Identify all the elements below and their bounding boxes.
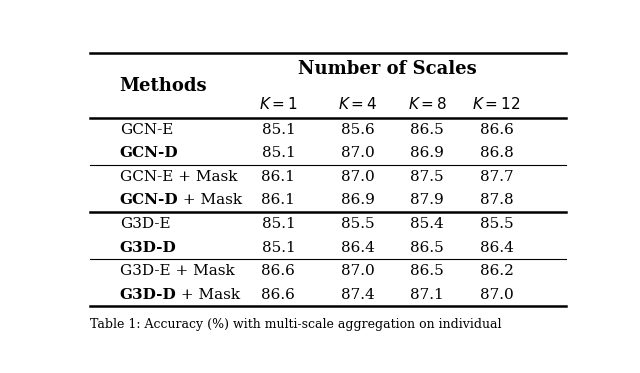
- Text: 86.5: 86.5: [410, 123, 444, 137]
- Text: 87.8: 87.8: [480, 194, 513, 207]
- Text: GCN-E: GCN-E: [120, 123, 173, 137]
- Text: 86.5: 86.5: [410, 241, 444, 254]
- Text: Methods: Methods: [120, 78, 207, 95]
- Text: $K = 4$: $K = 4$: [338, 95, 378, 112]
- Text: 87.1: 87.1: [410, 288, 444, 302]
- Text: Table 1: Accuracy (%) with multi-scale aggregation on individual: Table 1: Accuracy (%) with multi-scale a…: [90, 318, 501, 331]
- Text: 85.5: 85.5: [480, 217, 513, 231]
- Text: G3D-E + Mask: G3D-E + Mask: [120, 264, 234, 278]
- Text: 86.6: 86.6: [262, 288, 295, 302]
- Text: GCN-D: GCN-D: [120, 146, 179, 160]
- Text: 86.6: 86.6: [480, 123, 513, 137]
- Text: 87.9: 87.9: [410, 194, 444, 207]
- Text: 86.4: 86.4: [480, 241, 513, 254]
- Text: Number of Scales: Number of Scales: [298, 60, 477, 78]
- Text: 85.5: 85.5: [341, 217, 374, 231]
- Text: 87.0: 87.0: [341, 264, 374, 278]
- Text: 86.4: 86.4: [341, 241, 374, 254]
- Text: 86.9: 86.9: [410, 146, 444, 160]
- Text: 86.1: 86.1: [262, 170, 295, 184]
- Text: 85.1: 85.1: [262, 217, 295, 231]
- Text: + Mask: + Mask: [177, 288, 241, 302]
- Text: 87.0: 87.0: [341, 146, 374, 160]
- Text: + Mask: + Mask: [179, 194, 243, 207]
- Text: 85.6: 85.6: [341, 123, 374, 137]
- Text: G3D-E: G3D-E: [120, 217, 170, 231]
- Text: 85.1: 85.1: [262, 123, 295, 137]
- Text: 85.1: 85.1: [262, 241, 295, 254]
- Text: 86.8: 86.8: [480, 146, 513, 160]
- Text: G3D-D: G3D-D: [120, 288, 177, 302]
- Text: GCN-D: GCN-D: [120, 194, 179, 207]
- Text: GCN-E + Mask: GCN-E + Mask: [120, 170, 237, 184]
- Text: $K = 8$: $K = 8$: [408, 95, 447, 112]
- Text: 87.4: 87.4: [341, 288, 374, 302]
- Text: $K = 1$: $K = 1$: [259, 95, 298, 112]
- Text: 85.1: 85.1: [262, 146, 295, 160]
- Text: G3D-D: G3D-D: [120, 288, 177, 302]
- Text: 87.7: 87.7: [480, 170, 513, 184]
- Text: GCN-D: GCN-D: [120, 194, 179, 207]
- Text: 86.1: 86.1: [262, 194, 295, 207]
- Text: G3D-D: G3D-D: [120, 241, 177, 254]
- Text: 87.0: 87.0: [341, 170, 374, 184]
- Text: 86.9: 86.9: [341, 194, 374, 207]
- Text: 87.0: 87.0: [480, 288, 513, 302]
- Text: 87.5: 87.5: [410, 170, 444, 184]
- Text: 85.4: 85.4: [410, 217, 444, 231]
- Text: 86.5: 86.5: [410, 264, 444, 278]
- Text: 86.6: 86.6: [262, 264, 295, 278]
- Text: $K = 12$: $K = 12$: [472, 95, 521, 112]
- Text: 86.2: 86.2: [480, 264, 513, 278]
